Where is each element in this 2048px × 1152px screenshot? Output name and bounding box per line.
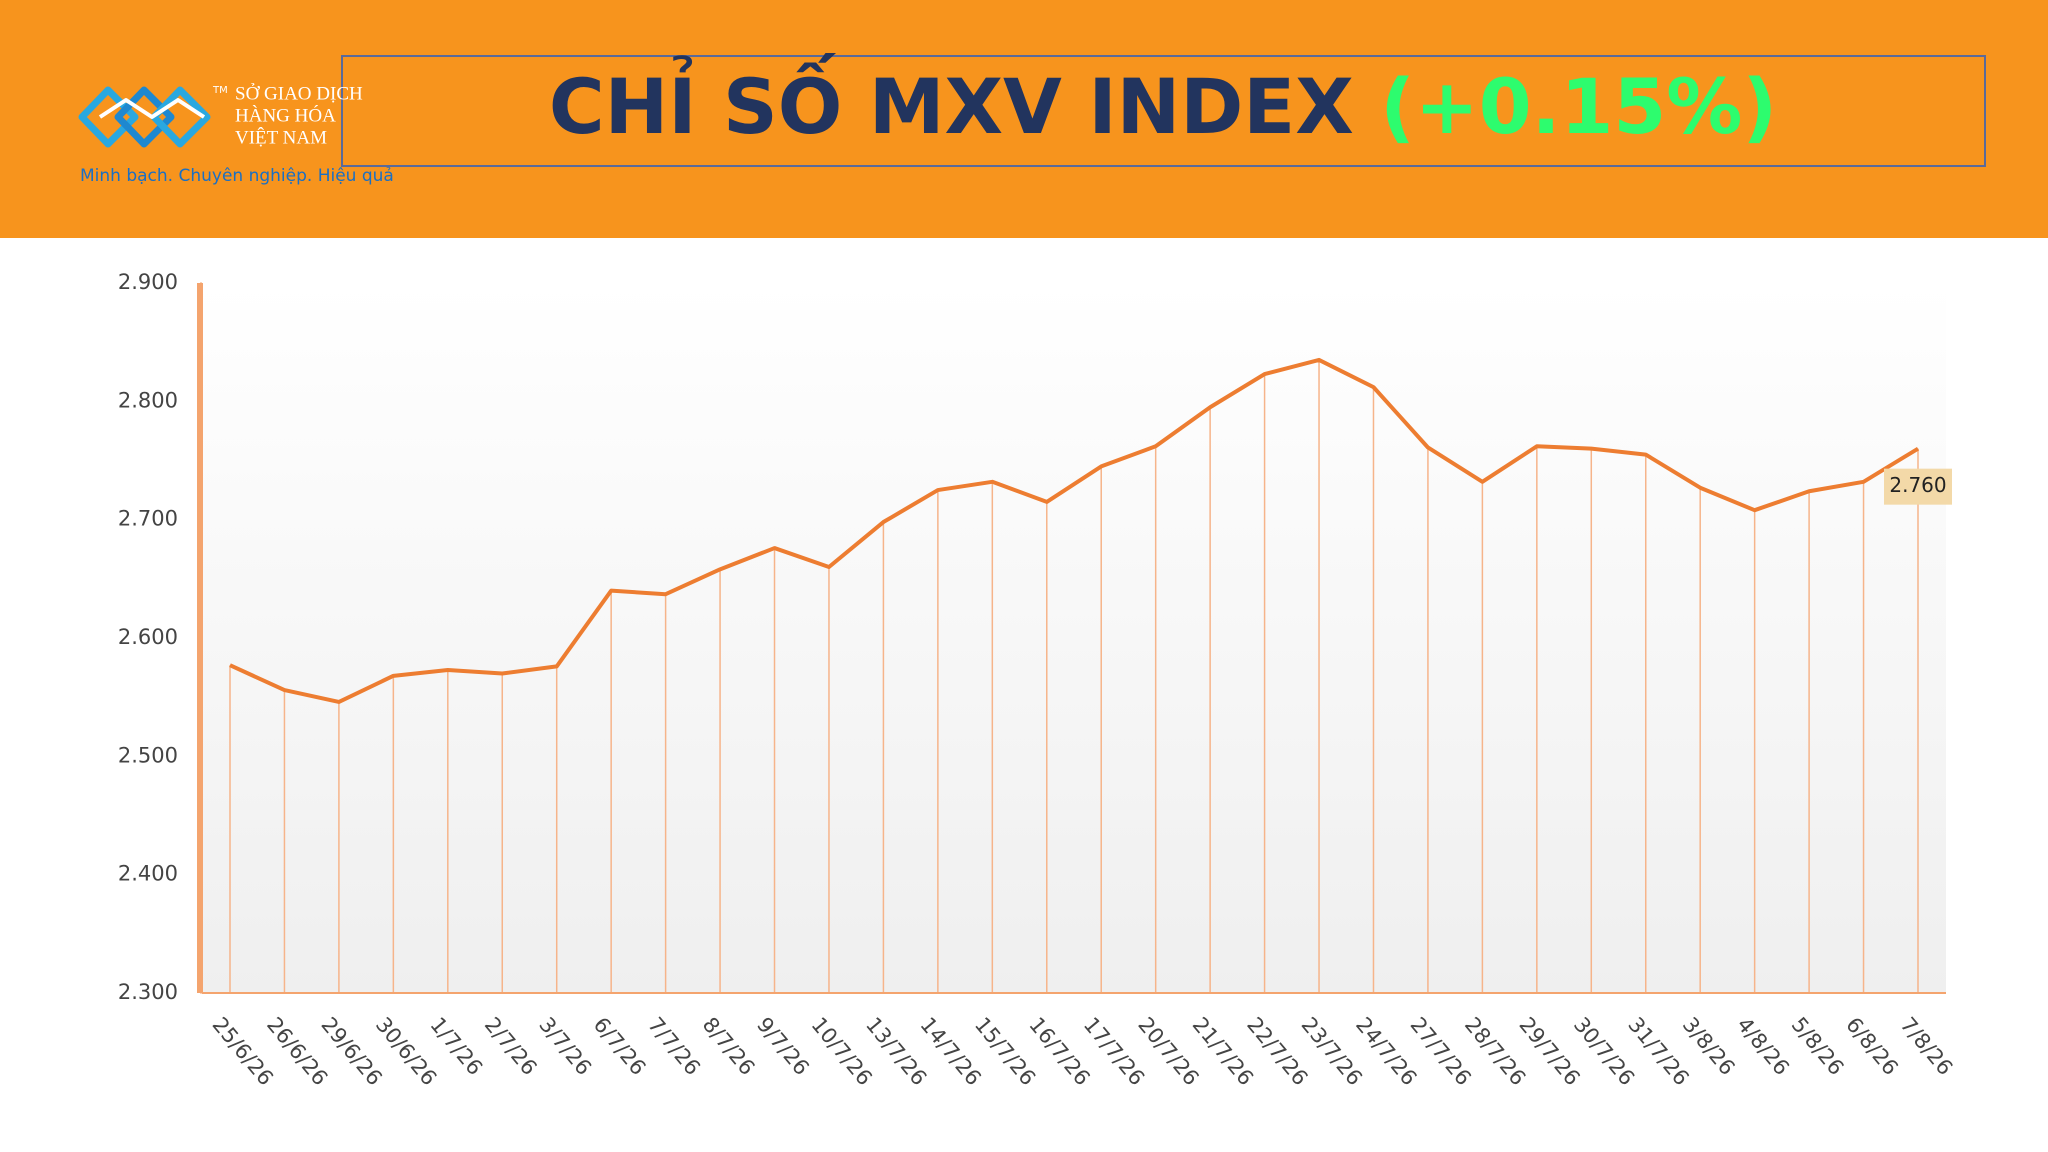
x-tick-label: 3/7/26 xyxy=(534,1013,596,1080)
y-tick-label: 2.400 xyxy=(118,862,178,886)
y-tick-label: 2.300 xyxy=(118,980,178,1004)
y-axis xyxy=(197,283,203,993)
y-tick-label: 2.500 xyxy=(118,743,178,767)
title-box xyxy=(341,55,1986,167)
y-tick-label: 2.600 xyxy=(118,625,178,649)
logo-line: HÀNG HÓA xyxy=(235,104,336,126)
y-tick-label: 2.700 xyxy=(118,507,178,531)
x-tick-label: 9/7/26 xyxy=(752,1013,814,1080)
x-tick-label: 6/7/26 xyxy=(589,1013,651,1080)
logo-mark: TM xyxy=(212,85,228,96)
x-tick-label: 6/8/26 xyxy=(1841,1013,1903,1080)
data-label: 2.760 xyxy=(1889,473,1946,497)
x-tick-label: 8/7/26 xyxy=(698,1013,760,1080)
x-tick-label: 5/8/26 xyxy=(1787,1013,1849,1080)
title-text: CHỈ SỐ MXV INDEX xyxy=(549,52,1354,151)
x-tick-label: 4/8/26 xyxy=(1732,1013,1794,1080)
y-tick-label: 2.800 xyxy=(118,388,178,412)
logo-line: VIỆT NAM xyxy=(235,126,327,148)
x-tick-label: 7/8/26 xyxy=(1896,1013,1958,1080)
series-line xyxy=(229,357,1920,704)
logo-line: SỞ GIAO DỊCH xyxy=(235,82,363,104)
y-tick-label: 2.900 xyxy=(118,270,178,294)
title: CHỈ SỐ MXV INDEX (+0.15%) xyxy=(549,52,1777,151)
x-tick-label: 7/7/26 xyxy=(643,1013,705,1080)
tagline: Minh bạch. Chuyên nghiệp. Hiệu quả xyxy=(80,166,394,186)
x-tick-label: 2/7/26 xyxy=(480,1013,542,1080)
logo xyxy=(78,86,211,148)
title-change: (+0.15%) xyxy=(1380,62,1777,151)
data-label-box xyxy=(1884,468,1952,505)
plot-area xyxy=(202,283,1946,993)
